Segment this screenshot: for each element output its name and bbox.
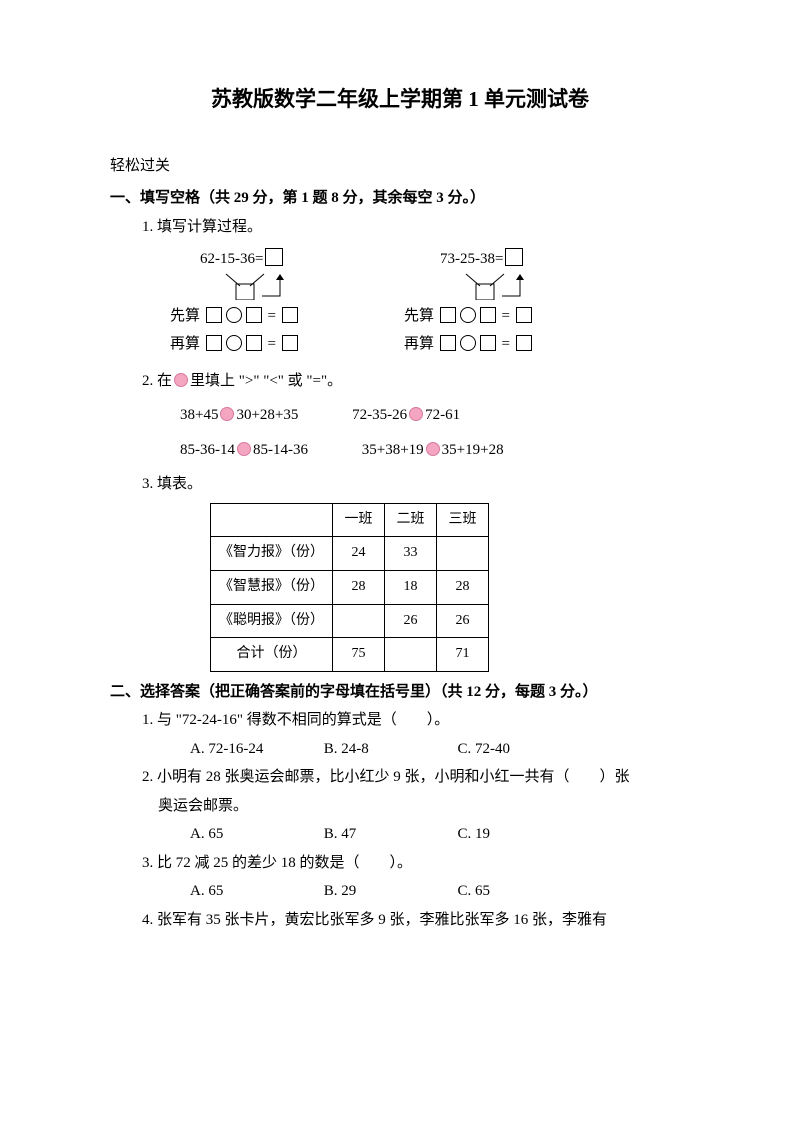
option-c[interactable]: C. 72-40 <box>458 735 588 764</box>
calc-a-expr: 62-15-36= <box>200 251 263 267</box>
s2-q3-opts: A. 65 B. 29 C. 65 <box>110 877 690 906</box>
calc-b-expr: 73-25-38= <box>440 251 503 267</box>
q2-label: 2. 在 <box>142 373 172 389</box>
operator-circle[interactable] <box>226 335 242 351</box>
operator-circle[interactable] <box>460 335 476 351</box>
operand-box[interactable] <box>440 307 456 323</box>
table-cell[interactable] <box>437 537 489 571</box>
second-step-row: 再算 = 再算 = <box>110 330 690 359</box>
q3-label: 3. 填表。 <box>110 470 690 499</box>
table-cell[interactable] <box>333 604 385 638</box>
option-b[interactable]: B. 47 <box>324 820 454 849</box>
first-step-row: 先算 = 先算 = <box>110 302 690 331</box>
table-cell: 《聪明报》（份） <box>211 604 333 638</box>
s2-q2b: 奥运会邮票。 <box>110 792 690 821</box>
s2-q2a: 2. 小明有 28 张奥运会邮票，比小红少 9 张，小明和小红一共有（ ）张 <box>110 763 690 792</box>
table-cell[interactable] <box>385 638 437 672</box>
table-cell: 三班 <box>437 503 489 537</box>
data-table: 一班 二班 三班 《智力报》（份） 24 33 《智慧报》（份） 28 18 2… <box>210 503 489 672</box>
answer-box[interactable] <box>505 248 523 266</box>
first-label: 先算 <box>404 308 434 324</box>
table-cell: 26 <box>437 604 489 638</box>
second-label: 再算 <box>170 336 200 352</box>
compare-circle[interactable] <box>426 442 440 456</box>
option-a[interactable]: A. 65 <box>190 877 320 906</box>
page-title: 苏教版数学二年级上学期第 1 单元测试卷 <box>110 80 690 120</box>
cmp-left: 85-36-14 <box>180 442 235 458</box>
table-cell: 24 <box>333 537 385 571</box>
compare-row-2: 85-36-14 85-14-36 35+38+19 35+19+28 <box>110 436 690 465</box>
s2-q3: 3. 比 72 减 25 的差少 18 的数是（ ）。 <box>110 849 690 878</box>
operand-box[interactable] <box>246 307 262 323</box>
calc-diagrams: 62-15-36= 73-25-38= <box>110 245 690 300</box>
pink-circle-icon <box>174 373 188 387</box>
compare-circle[interactable] <box>220 407 234 421</box>
option-b[interactable]: B. 24-8 <box>324 735 454 764</box>
calc-block-a: 62-15-36= <box>200 245 400 300</box>
cmp-left: 38+45 <box>180 407 218 423</box>
operator-circle[interactable] <box>226 307 242 323</box>
operand-box[interactable] <box>206 335 222 351</box>
table-row: 《聪明报》（份） 26 26 <box>211 604 489 638</box>
option-c[interactable]: C. 65 <box>458 877 588 906</box>
cmp-right: 85-14-36 <box>253 442 308 458</box>
table-cell: 26 <box>385 604 437 638</box>
result-box[interactable] <box>282 335 298 351</box>
table-cell: 28 <box>333 571 385 605</box>
cmp-left: 72-35-26 <box>352 407 407 423</box>
cmp-right: 72-61 <box>425 407 460 423</box>
calc-block-b: 73-25-38= <box>440 245 640 300</box>
table-cell: 71 <box>437 638 489 672</box>
s2-q1-opts: A. 72-16-24 B. 24-8 C. 72-40 <box>110 735 690 764</box>
cmp-left: 35+38+19 <box>362 442 424 458</box>
first-label: 先算 <box>170 308 200 324</box>
q1-label: 1. 填写计算过程。 <box>110 213 690 242</box>
compare-row-1: 38+45 30+28+35 72-35-26 72-61 <box>110 401 690 430</box>
table-cell: 二班 <box>385 503 437 537</box>
option-c[interactable]: C. 19 <box>458 820 588 849</box>
table-row: 《智慧报》（份） 28 18 28 <box>211 571 489 605</box>
operand-box[interactable] <box>246 335 262 351</box>
s2-q2-opts: A. 65 B. 47 C. 19 <box>110 820 690 849</box>
q2-tail: 里填上 ">" "<" 或 "="。 <box>190 373 342 389</box>
result-box[interactable] <box>516 335 532 351</box>
option-b[interactable]: B. 29 <box>324 877 454 906</box>
section-2-heading: 二、选择答案（把正确答案前的字母填在括号里）（共 12 分，每题 3 分。） <box>110 678 690 707</box>
result-box[interactable] <box>516 307 532 323</box>
table-row: 《智力报》（份） 24 33 <box>211 537 489 571</box>
compare-circle[interactable] <box>237 442 251 456</box>
section-1-heading: 一、填写空格（共 29 分，第 1 题 8 分，其余每空 3 分。） <box>110 184 690 213</box>
option-a[interactable]: A. 72-16-24 <box>190 735 320 764</box>
operand-box[interactable] <box>206 307 222 323</box>
funnel-arrow-icon <box>460 272 570 300</box>
cmp-right: 30+28+35 <box>236 407 298 423</box>
compare-circle[interactable] <box>409 407 423 421</box>
second-label: 再算 <box>404 336 434 352</box>
option-a[interactable]: A. 65 <box>190 820 320 849</box>
answer-box[interactable] <box>265 248 283 266</box>
table-cell: 28 <box>437 571 489 605</box>
table-row: 合计（份） 75 71 <box>211 638 489 672</box>
table-cell: 《智力报》（份） <box>211 537 333 571</box>
s2-q1: 1. 与 "72-24-16" 得数不相同的算式是（ ）。 <box>110 706 690 735</box>
operator-circle[interactable] <box>460 307 476 323</box>
operand-box[interactable] <box>480 335 496 351</box>
table-cell: 一班 <box>333 503 385 537</box>
table-cell <box>211 503 333 537</box>
s2-q4: 4. 张军有 35 张卡片，黄宏比张军多 9 张，李雅比张军多 16 张，李雅有 <box>110 906 690 935</box>
table-cell: 75 <box>333 638 385 672</box>
funnel-arrow-icon <box>220 272 330 300</box>
table-cell: 33 <box>385 537 437 571</box>
table-cell: 18 <box>385 571 437 605</box>
operand-box[interactable] <box>480 307 496 323</box>
cmp-right: 35+19+28 <box>442 442 504 458</box>
operand-box[interactable] <box>440 335 456 351</box>
table-header-row: 一班 二班 三班 <box>211 503 489 537</box>
result-box[interactable] <box>282 307 298 323</box>
q2-line: 2. 在 里填上 ">" "<" 或 "="。 <box>110 367 690 396</box>
table-cell: 合计（份） <box>211 638 333 672</box>
pass-label: 轻松过关 <box>110 152 690 181</box>
table-cell: 《智慧报》（份） <box>211 571 333 605</box>
